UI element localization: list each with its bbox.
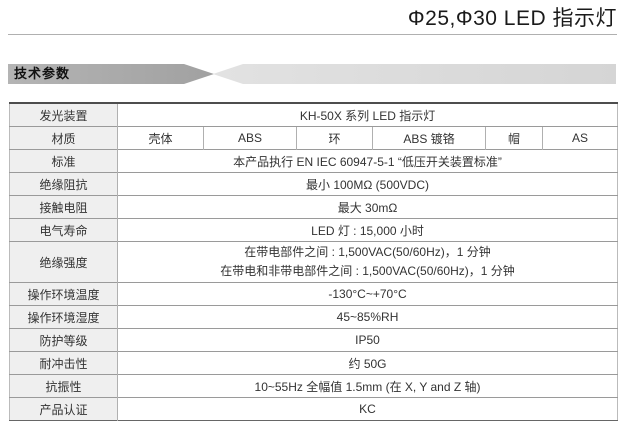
row-label: 绝缘阻抗 (9, 172, 118, 196)
value-line: 在带电部件之间 : 1,500VAC(50/60Hz)，1 分钟 (244, 245, 491, 259)
table-row-shock-resistance: 耐冲击性 约 50G (9, 351, 618, 375)
row-value: 10~55Hz 全幅值 1.5mm (在 X, Y and Z 轴) (116, 374, 618, 398)
table-row-contact-resistance: 接触电阻 最大 30mΩ (9, 195, 618, 219)
row-label: 发光装置 (9, 102, 118, 127)
table-row-electrical-life: 电气寿命 LED 灯 : 15,000 小时 (9, 218, 618, 242)
material-cell: 环 (296, 126, 373, 150)
section-header-arrow-light (213, 64, 616, 84)
row-value: -130°C~+70°C (116, 282, 618, 306)
row-label: 操作环境湿度 (9, 305, 118, 329)
row-label: 操作环境温度 (9, 282, 118, 306)
table-row-certification: 产品认证 KC (9, 397, 618, 421)
row-label: 防护等级 (9, 328, 118, 352)
row-value: 最大 30mΩ (116, 195, 618, 219)
table-row-vibration-resistance: 抗振性 10~55Hz 全幅值 1.5mm (在 X, Y and Z 轴) (9, 374, 618, 398)
page-title: Φ25,Φ30 LED 指示灯 (407, 7, 617, 30)
title-divider (8, 34, 617, 35)
table-row-light-source: 发光装置 KH-50X 系列 LED 指示灯 (9, 102, 618, 127)
table-row-dielectric-strength: 绝缘强度 在带电部件之间 : 1,500VAC(50/60Hz)，1 分钟 在带… (9, 241, 618, 283)
table-row-material: 材质 壳体 ABS 环 ABS 镀铬 帽 AS (9, 126, 618, 150)
row-label: 标准 (9, 149, 118, 173)
section-header-arrow-dark: 技术参数 (8, 64, 214, 84)
row-value: KH-50X 系列 LED 指示灯 (116, 102, 618, 127)
material-cell: ABS (203, 126, 297, 150)
row-label: 耐冲击性 (9, 351, 118, 375)
section-header-band: 技术参数 (8, 64, 616, 84)
row-value: 约 50G (116, 351, 618, 375)
row-value: 本产品执行 EN IEC 60947-5-1 “低压开关装置标准” (116, 149, 618, 173)
row-value: LED 灯 : 15,000 小时 (116, 218, 618, 242)
row-label: 材质 (9, 126, 118, 150)
row-value: IP50 (116, 328, 618, 352)
material-cell: 帽 (485, 126, 543, 150)
row-label: 绝缘强度 (9, 241, 118, 283)
row-value: 45~85%RH (116, 305, 618, 329)
row-label: 电气寿命 (9, 218, 118, 242)
datasheet-page: Φ25,Φ30 LED 指示灯 技术参数 发光装置 KH-50X 系列 LED … (8, 7, 619, 421)
table-row-insulation-resistance: 绝缘阻抗 最小 100MΩ (500VDC) (9, 172, 618, 196)
row-label: 抗振性 (9, 374, 118, 398)
table-row-standard: 标准 本产品执行 EN IEC 60947-5-1 “低压开关装置标准” (9, 149, 618, 173)
material-cell: 壳体 (117, 126, 204, 150)
row-value: 最小 100MΩ (500VDC) (116, 172, 618, 196)
table-row-operating-humidity: 操作环境湿度 45~85%RH (9, 305, 618, 329)
material-cell: AS (541, 126, 618, 150)
table-row-operating-temperature: 操作环境温度 -130°C~+70°C (9, 282, 618, 306)
section-header-label: 技术参数 (14, 66, 71, 81)
spec-table: 发光装置 KH-50X 系列 LED 指示灯 材质 壳体 ABS 环 ABS 镀… (9, 102, 619, 421)
table-row-protection-grade: 防护等级 IP50 (9, 328, 618, 352)
row-value: 在带电部件之间 : 1,500VAC(50/60Hz)，1 分钟 在带电和非带电… (116, 241, 618, 283)
value-line: 在带电和非带电部件之间 : 1,500VAC(50/60Hz)，1 分钟 (220, 264, 515, 278)
row-label: 产品认证 (9, 397, 118, 421)
row-value: KC (116, 397, 618, 421)
material-cell: ABS 镀铬 (372, 126, 486, 150)
row-label: 接触电阻 (9, 195, 118, 219)
